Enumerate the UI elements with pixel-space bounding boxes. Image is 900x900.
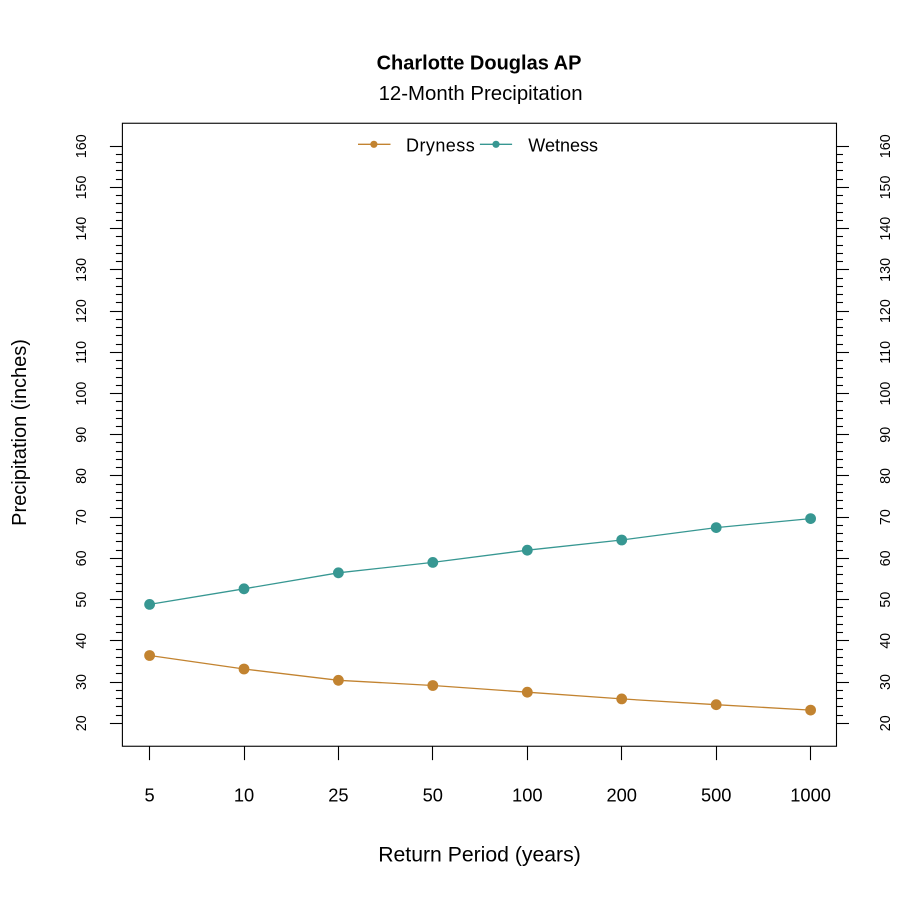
svg-text:30: 30 xyxy=(878,674,894,690)
svg-text:Precipitation (inches): Precipitation (inches) xyxy=(9,339,31,526)
svg-text:Wetness: Wetness xyxy=(528,136,598,156)
svg-text:160: 160 xyxy=(878,134,894,158)
svg-text:130: 130 xyxy=(878,258,894,282)
svg-text:1000: 1000 xyxy=(790,785,831,806)
svg-text:50: 50 xyxy=(878,592,894,608)
svg-text:10: 10 xyxy=(234,785,254,806)
svg-text:50: 50 xyxy=(423,785,443,806)
svg-text:140: 140 xyxy=(74,217,90,241)
svg-text:Charlotte Douglas AP: Charlotte Douglas AP xyxy=(377,53,582,75)
svg-text:60: 60 xyxy=(878,550,894,566)
svg-text:70: 70 xyxy=(74,509,90,525)
svg-text:12-Month Precipitation: 12-Month Precipitation xyxy=(379,83,583,105)
svg-text:30: 30 xyxy=(74,674,90,690)
svg-text:100: 100 xyxy=(878,382,894,406)
svg-text:90: 90 xyxy=(878,427,894,443)
svg-text:70: 70 xyxy=(878,509,894,525)
svg-text:500: 500 xyxy=(701,785,732,806)
svg-text:110: 110 xyxy=(74,341,90,364)
svg-text:100: 100 xyxy=(512,785,543,806)
svg-text:80: 80 xyxy=(74,468,90,484)
svg-text:60: 60 xyxy=(74,550,90,566)
svg-text:40: 40 xyxy=(74,633,90,649)
svg-text:20: 20 xyxy=(878,715,894,731)
svg-text:50: 50 xyxy=(74,592,90,608)
svg-text:Return Period (years): Return Period (years) xyxy=(378,844,581,867)
svg-text:200: 200 xyxy=(606,785,637,806)
svg-text:120: 120 xyxy=(74,299,90,323)
svg-text:Dryness: Dryness xyxy=(406,136,475,156)
svg-text:40: 40 xyxy=(878,633,894,649)
svg-text:150: 150 xyxy=(878,175,894,199)
svg-text:5: 5 xyxy=(145,785,155,806)
svg-text:130: 130 xyxy=(74,258,90,282)
svg-text:160: 160 xyxy=(74,134,90,158)
svg-text:20: 20 xyxy=(74,715,90,731)
svg-text:140: 140 xyxy=(878,217,894,241)
svg-text:80: 80 xyxy=(878,468,894,484)
svg-text:25: 25 xyxy=(328,785,348,806)
svg-text:110: 110 xyxy=(878,341,894,364)
svg-text:90: 90 xyxy=(74,427,90,443)
svg-text:120: 120 xyxy=(878,299,894,323)
svg-text:100: 100 xyxy=(74,382,90,406)
svg-text:150: 150 xyxy=(74,175,90,199)
